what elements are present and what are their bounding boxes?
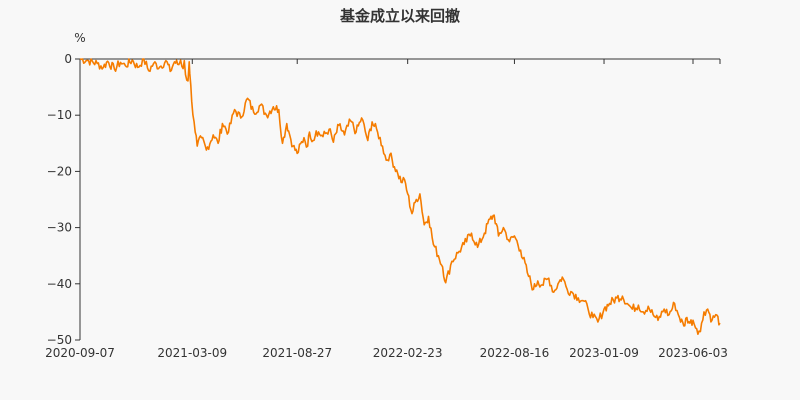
series-layer	[79, 58, 721, 335]
x-tick-label: 2021-03-09	[157, 346, 227, 360]
y-tick-label: −40	[47, 277, 72, 291]
y-tick-label: −20	[47, 164, 72, 178]
x-tick-label: 2022-08-16	[480, 346, 550, 360]
drawdown-line	[79, 58, 721, 335]
y-axis-unit-label: %	[74, 31, 85, 45]
y-tick-label: −30	[47, 221, 72, 235]
x-tick-label: 2022-02-23	[373, 346, 443, 360]
y-tick-label: 0	[64, 52, 72, 66]
x-tick-label: 2020-09-07	[45, 346, 115, 360]
chart-title: 基金成立以来回撤	[339, 7, 460, 25]
y-tick-label: −50	[47, 333, 72, 347]
x-tick-label: 2023-01-09	[569, 346, 639, 360]
x-tick-label: 2023-06-03	[658, 346, 728, 360]
y-tick-label: −10	[47, 108, 72, 122]
x-tick-label: 2021-08-27	[262, 346, 332, 360]
